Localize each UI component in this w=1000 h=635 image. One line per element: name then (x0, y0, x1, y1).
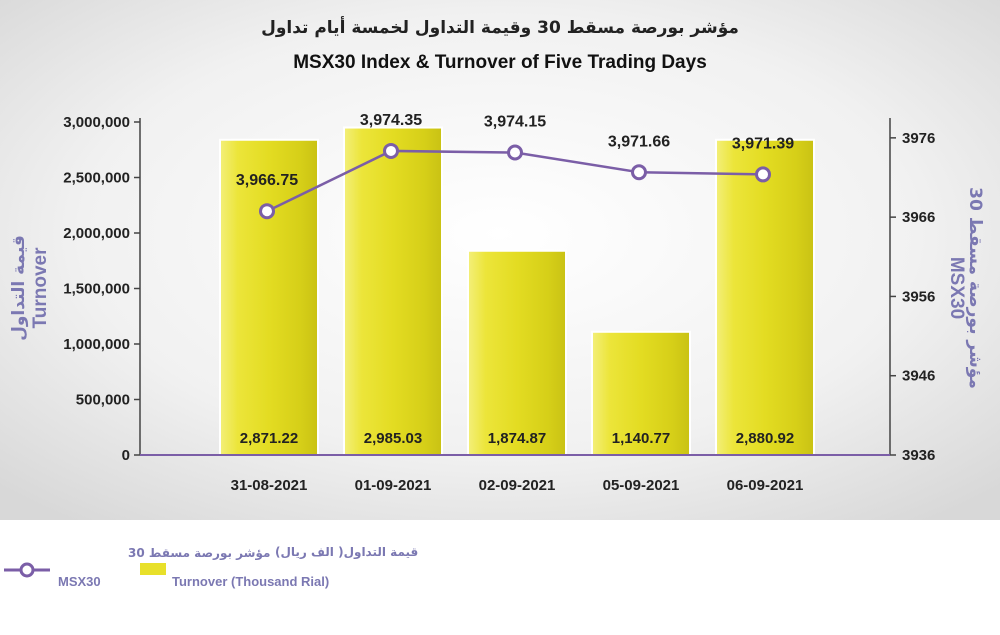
legend-label-turnover-arabic: قيمة التداول( الف ريال) (275, 545, 418, 560)
turnover-bar (343, 126, 443, 457)
legend-item-msx30: مؤشر بورصة مسقط 30 MSX30 (4, 546, 270, 589)
legend: مؤشر بورصة مسقط 30 MSX30 قيمة التداول( ا… (4, 545, 418, 589)
turnover-value-label: 2,985.03 (364, 430, 422, 447)
chart-title: MSX30 Index & Turnover of Five Trading D… (293, 52, 707, 73)
turnover-bar (715, 138, 815, 456)
legend-bar-swatch (140, 563, 166, 575)
right-axis-title-arabic: مؤشر بورصة مسقط 30 (965, 187, 985, 389)
right-axis-title: MSX30 (946, 257, 967, 319)
right-tick-label: 3966 (902, 209, 935, 226)
x-category-label: 06-09-2021 (727, 477, 804, 494)
msx30-point (259, 203, 275, 220)
left-tick-label: 2,500,000 (63, 170, 130, 187)
msx30-value-label: 3,966.75 (236, 172, 298, 189)
left-axis-title: Turnover (30, 247, 51, 329)
x-category-label: 02-09-2021 (479, 477, 556, 494)
legend-item-turnover: قيمة التداول( الف ريال) Turnover (Thousa… (140, 545, 418, 589)
msx30-value-label: 3,974.35 (360, 112, 422, 129)
turnover-value-label: 1,140.77 (612, 430, 670, 447)
chart-title-arabic: مؤشر بورصة مسقط 30 وقيمة التداول لخمسة أ… (261, 16, 739, 38)
msx30-point (507, 144, 523, 161)
msx30-point (383, 142, 399, 159)
msx30-value-label: 3,974.15 (484, 114, 546, 131)
msx30-value-label: 3,971.66 (608, 133, 670, 150)
left-axis-ticks: 0 500,000 1,000,000 1,500,000 2,000,000 2,500… (63, 114, 140, 464)
right-axis-ticks: 3936 3946 3956 3966 3976 (890, 130, 935, 464)
turnover-value-label: 1,874.87 (488, 430, 546, 447)
turnover-value-label: 2,871.22 (240, 430, 298, 447)
x-category-label: 31-08-2021 (231, 477, 308, 494)
left-axis-title-group: قيمة التداول Turnover (9, 235, 51, 341)
left-tick-label: 1,500,000 (63, 281, 130, 298)
msx30-point (631, 164, 647, 181)
right-tick-label: 3976 (902, 130, 935, 147)
x-category-label: 01-09-2021 (355, 477, 432, 494)
right-tick-label: 3956 (902, 288, 935, 305)
turnover-value-labels: 2,871.22 2,985.03 1,874.87 1,140.77 2,880.92 (240, 430, 794, 447)
turnover-bar (219, 138, 319, 456)
legend-marker-swatch (19, 562, 35, 578)
msx30-value-labels: 3,966.75 3,974.35 3,974.15 3,971.66 3,971.39 (236, 112, 794, 189)
left-axis-title-arabic: قيمة التداول (9, 235, 29, 341)
left-tick-label: 1,000,000 (63, 336, 130, 353)
left-tick-label: 3,000,000 (63, 114, 130, 131)
msx30-value-label: 3,971.39 (732, 135, 794, 152)
legend-label-msx30-arabic: مؤشر بورصة مسقط 30 (128, 546, 270, 561)
turnover-bars (219, 126, 815, 457)
turnover-bar (467, 249, 567, 456)
right-tick-label: 3936 (902, 447, 935, 464)
msx30-line-series (259, 142, 771, 220)
turnover-value-label: 2,880.92 (736, 430, 794, 447)
right-axis-title-group: مؤشر بورصة مسقط 30 MSX30 (946, 187, 985, 389)
left-tick-label: 2,000,000 (63, 225, 130, 242)
legend-label-turnover: Turnover (Thousand Rial) (172, 574, 329, 589)
msx30-point (755, 166, 771, 183)
x-category-label: 05-09-2021 (603, 477, 680, 494)
left-tick-label: 0 (122, 447, 130, 464)
right-tick-label: 3946 (902, 368, 935, 385)
legend-label-msx30: MSX30 (58, 574, 101, 589)
left-tick-label: 500,000 (76, 392, 130, 409)
x-axis-categories: 31-08-2021 01-09-2021 02-09-2021 05-09-2021… (231, 477, 804, 494)
